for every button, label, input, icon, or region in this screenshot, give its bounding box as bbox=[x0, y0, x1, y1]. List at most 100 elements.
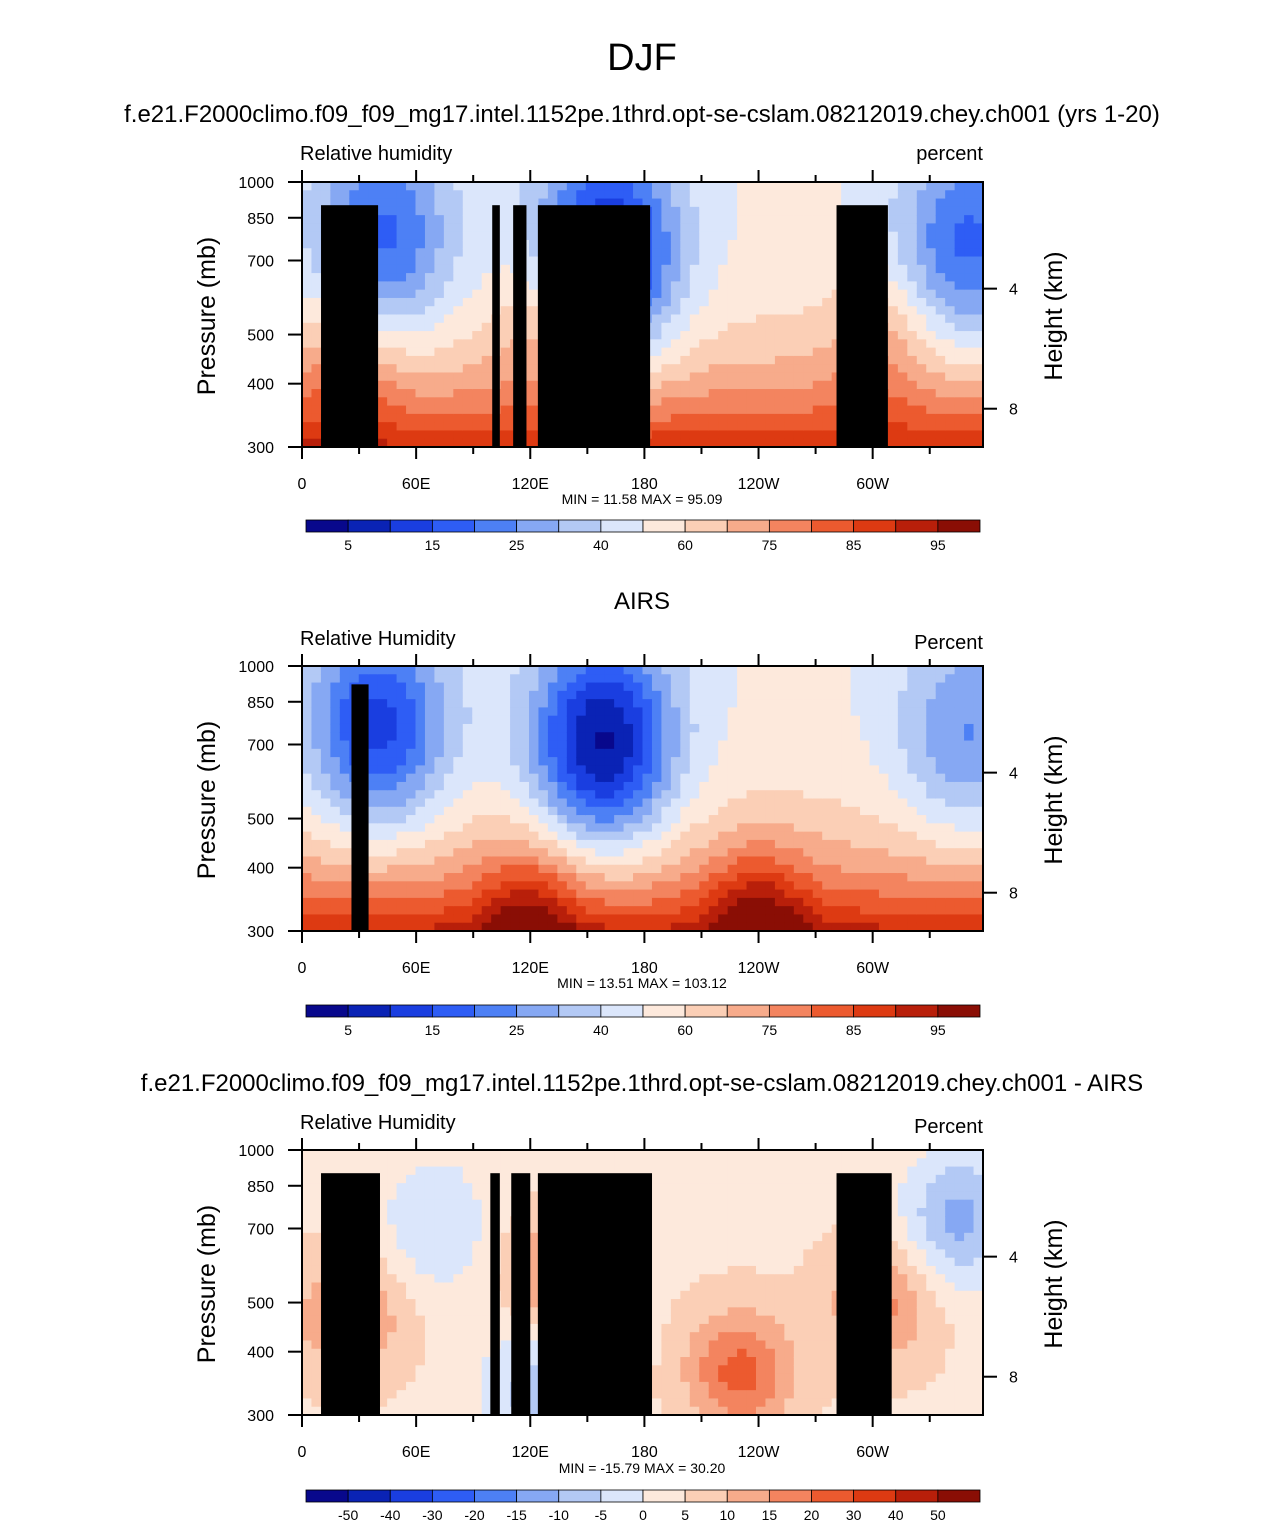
heatmap-cell bbox=[793, 815, 804, 824]
heatmap-cell bbox=[926, 372, 937, 382]
heatmap-cell bbox=[311, 322, 322, 332]
heatmap-cell bbox=[623, 757, 634, 766]
heatmap-cell bbox=[453, 422, 464, 432]
heatmap-cell bbox=[926, 430, 937, 440]
heatmap-cell bbox=[926, 864, 937, 874]
heatmap-cell bbox=[907, 781, 918, 791]
heatmap-cell bbox=[822, 364, 833, 374]
y-tick-label: 1000 bbox=[238, 175, 274, 192]
heatmap-cell bbox=[566, 748, 577, 758]
heatmap-cell bbox=[529, 289, 540, 299]
heatmap-cell bbox=[529, 864, 540, 874]
heatmap-cell bbox=[897, 897, 908, 907]
heatmap-cell bbox=[699, 289, 710, 299]
heatmap-cell bbox=[623, 873, 634, 882]
heatmap-cell bbox=[633, 765, 644, 775]
heatmap-cell bbox=[481, 757, 492, 766]
heatmap-cell bbox=[424, 231, 436, 241]
heatmap-cell bbox=[424, 206, 436, 216]
heatmap-cell bbox=[377, 405, 388, 415]
heatmap-cell bbox=[945, 223, 956, 233]
heatmap-cell bbox=[330, 914, 341, 924]
heatmap-cell bbox=[661, 215, 672, 225]
heatmap-cell bbox=[302, 1323, 313, 1333]
heatmap-cell bbox=[377, 873, 388, 882]
heatmap-cell bbox=[803, 757, 814, 766]
heatmap-cell bbox=[708, 856, 719, 866]
heatmap-cell bbox=[443, 773, 454, 783]
heatmap-cell bbox=[481, 248, 492, 258]
heatmap-cell bbox=[737, 864, 748, 874]
heatmap-cell bbox=[311, 1381, 322, 1391]
heatmap-cell bbox=[670, 355, 681, 365]
heatmap-cell bbox=[377, 297, 388, 307]
heatmap-cell bbox=[320, 815, 331, 824]
heatmap-cell bbox=[954, 831, 965, 841]
heatmap-cell bbox=[500, 682, 511, 692]
heatmap-cell bbox=[661, 239, 672, 249]
heatmap-cell bbox=[774, 264, 785, 274]
heatmap-cell bbox=[708, 839, 719, 849]
heatmap-cell bbox=[377, 389, 388, 398]
heatmap-cell bbox=[803, 422, 814, 432]
heatmap-cell bbox=[576, 198, 587, 208]
heatmap-cell bbox=[935, 339, 946, 349]
heatmap-cell bbox=[330, 1158, 341, 1168]
heatmap-cell bbox=[793, 781, 804, 791]
heatmap-cell bbox=[765, 914, 776, 924]
heatmap-cell bbox=[945, 856, 956, 866]
heatmap-cell bbox=[424, 372, 436, 382]
heatmap-cell bbox=[415, 314, 426, 324]
y-axis-label: Pressure (mb) bbox=[193, 237, 221, 395]
heatmap-cell bbox=[330, 674, 341, 684]
heatmap-cell bbox=[708, 314, 719, 324]
heatmap-cell bbox=[368, 190, 379, 200]
heatmap-cell bbox=[860, 190, 871, 200]
heatmap-cell bbox=[368, 690, 379, 700]
heatmap-cell bbox=[945, 347, 956, 357]
heatmap-cell bbox=[973, 347, 984, 357]
heatmap-cell bbox=[916, 666, 927, 675]
heatmap-cell bbox=[387, 264, 398, 274]
colorbar-swatch bbox=[305, 519, 349, 533]
heatmap-cell bbox=[481, 231, 492, 241]
heatmap-cell bbox=[850, 666, 861, 675]
heatmap-cell bbox=[633, 864, 644, 874]
heatmap-cell bbox=[642, 707, 653, 717]
heatmap-cell bbox=[434, 413, 445, 423]
heatmap-cell bbox=[415, 848, 426, 858]
heatmap-cell bbox=[935, 897, 946, 907]
heatmap-cell bbox=[434, 281, 445, 291]
heatmap-cell bbox=[311, 922, 322, 932]
heatmap-cell bbox=[302, 1332, 313, 1342]
heatmap-cell bbox=[491, 856, 502, 866]
heatmap-cell bbox=[935, 732, 946, 742]
heatmap-cell bbox=[973, 182, 984, 191]
heatmap-cell bbox=[330, 889, 341, 899]
heatmap-cell bbox=[680, 897, 691, 907]
heatmap-cell bbox=[585, 790, 596, 800]
heatmap-cell bbox=[670, 897, 681, 907]
heatmap-cell bbox=[311, 806, 322, 816]
heatmap-cell bbox=[529, 873, 540, 882]
heatmap-cell bbox=[822, 682, 833, 692]
heatmap-cell bbox=[387, 405, 398, 415]
heatmap-cell bbox=[302, 355, 313, 365]
heatmap-cell bbox=[491, 864, 502, 874]
heatmap-cell bbox=[765, 339, 776, 349]
heatmap-cell bbox=[727, 864, 738, 874]
heatmap-cell bbox=[661, 914, 672, 924]
heatmap-cell bbox=[415, 881, 426, 891]
heatmap-cell bbox=[576, 889, 587, 899]
heatmap-cell bbox=[377, 740, 388, 750]
heatmap-cell bbox=[822, 372, 833, 382]
heatmap-cell bbox=[708, 674, 719, 684]
heatmap-cell bbox=[623, 914, 634, 924]
heatmap-cell bbox=[670, 757, 681, 766]
heatmap-cell bbox=[651, 707, 663, 717]
heatmap-cell bbox=[765, 682, 776, 692]
heatmap-cell bbox=[320, 674, 331, 684]
heatmap-cell bbox=[481, 781, 492, 791]
heatmap-cell bbox=[737, 699, 748, 709]
heatmap-cell bbox=[841, 732, 852, 742]
